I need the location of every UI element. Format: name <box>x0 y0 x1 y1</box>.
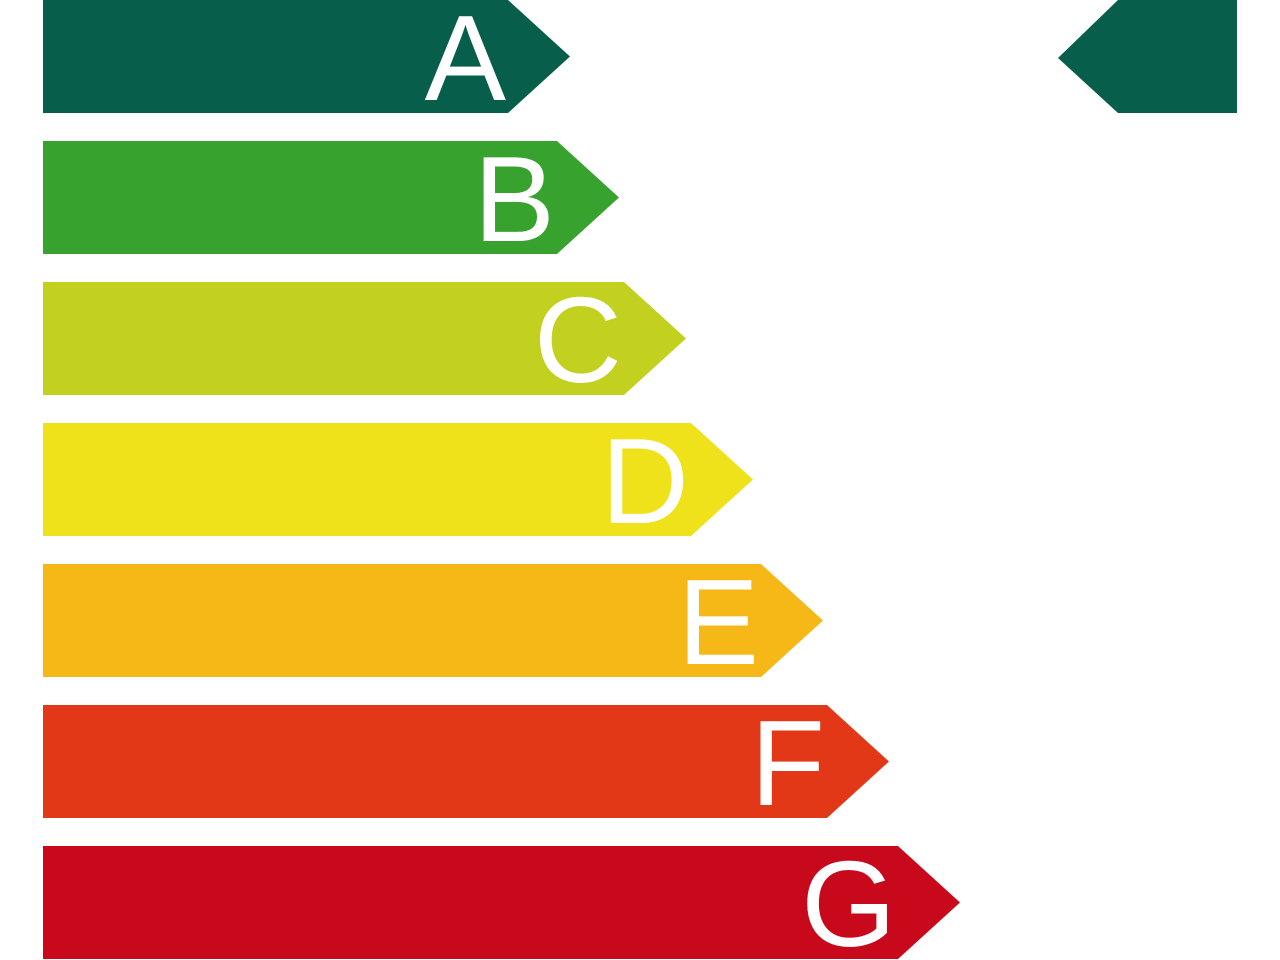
class-letter: E <box>678 554 759 690</box>
class-arrow-c: C <box>43 272 686 408</box>
arrow-shape <box>43 141 619 254</box>
rating-indicator-arrow <box>1058 0 1237 113</box>
class-letter: A <box>425 0 507 126</box>
arrow-shape <box>43 282 686 395</box>
class-arrow-f: F <box>43 695 889 831</box>
arrow-shape <box>43 564 823 677</box>
class-arrow-g: G <box>43 836 960 960</box>
arrow-shape <box>43 705 889 818</box>
class-arrow-d: D <box>43 413 753 549</box>
class-letter: C <box>534 272 622 408</box>
class-letter: B <box>474 131 555 267</box>
class-arrow-a: A <box>43 0 570 126</box>
arrow-shape <box>43 423 753 536</box>
class-arrow-e: E <box>43 554 823 690</box>
arrow-shape <box>43 846 960 959</box>
class-letter: D <box>601 413 689 549</box>
arrow-shape <box>43 0 570 113</box>
class-arrow-b: B <box>43 131 619 267</box>
class-letter: G <box>801 836 896 960</box>
class-letter: F <box>750 695 825 831</box>
